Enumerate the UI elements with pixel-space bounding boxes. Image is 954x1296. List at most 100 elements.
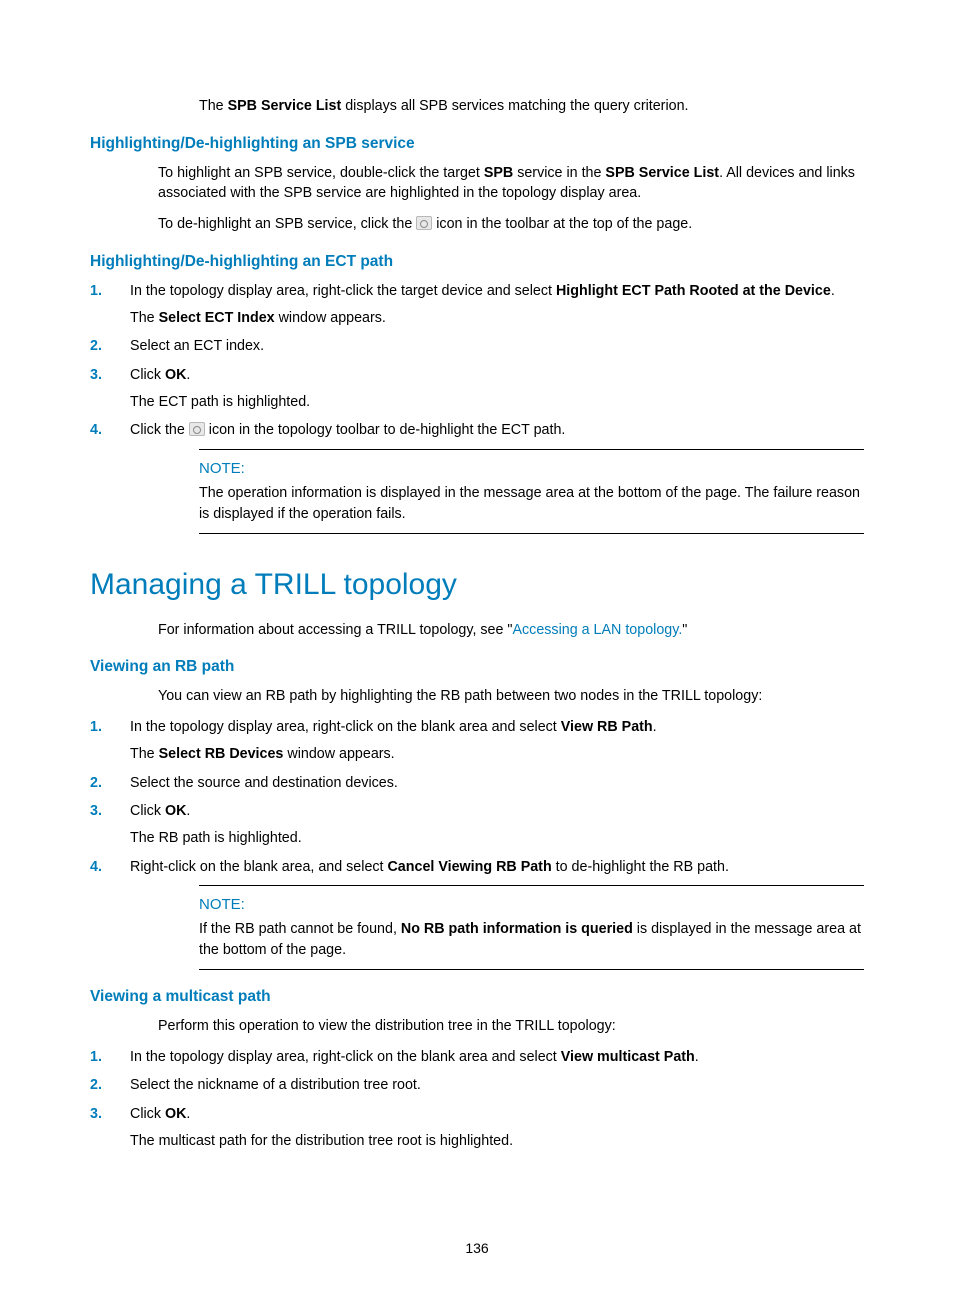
list-item: 2. Select the nickname of a distribution…	[90, 1075, 864, 1096]
bold-text: Cancel Viewing RB Path	[387, 859, 551, 875]
text: For information about accessing a TRILL …	[158, 622, 512, 638]
heading-spb-highlight: Highlighting/De-highlighting an SPB serv…	[90, 135, 864, 153]
step-number: 3.	[90, 801, 130, 848]
text: Select the source and destination device…	[130, 773, 864, 794]
text: .	[186, 803, 190, 819]
step-body: Click OK. The ECT path is highlighted.	[130, 365, 864, 412]
bold-text: View multicast Path	[561, 1049, 695, 1065]
bold-text: OK	[165, 1106, 186, 1122]
paragraph: Perform this operation to view the distr…	[158, 1016, 864, 1037]
list-item: 2. Select an ECT index.	[90, 336, 864, 357]
text: Click	[130, 1106, 165, 1122]
intro-paragraph: The SPB Service List displays all SPB se…	[199, 96, 864, 117]
note-text: The operation information is displayed i…	[199, 483, 864, 524]
paragraph: To de-highlight an SPB service, click th…	[158, 214, 864, 235]
text: window appears.	[283, 746, 394, 762]
text: .	[831, 283, 835, 299]
steps-list: 1. In the topology display area, right-c…	[90, 717, 864, 877]
document-page: The SPB Service List displays all SPB se…	[0, 0, 954, 1296]
bold-text: OK	[165, 803, 186, 819]
step-number: 3.	[90, 1104, 130, 1151]
bold-text: SPB	[484, 165, 513, 181]
link-accessing-lan[interactable]: Accessing a LAN topology.	[512, 622, 682, 638]
dehighlight-icon	[416, 216, 432, 230]
step-number: 2.	[90, 1075, 130, 1096]
text: In the topology display area, right-clic…	[130, 283, 556, 299]
heading-rb-path: Viewing an RB path	[90, 658, 864, 676]
list-item: 2. Select the source and destination dev…	[90, 773, 864, 794]
list-item: 3. Click OK. The RB path is highlighted.	[90, 801, 864, 848]
text: "	[682, 622, 687, 638]
paragraph: You can view an RB path by highlighting …	[158, 686, 864, 707]
step-body: Select an ECT index.	[130, 336, 864, 357]
steps-list: 1. In the topology display area, right-c…	[90, 1047, 864, 1152]
bold-text: Select RB Devices	[159, 746, 284, 762]
step-number: 1.	[90, 281, 130, 328]
step-body: In the topology display area, right-clic…	[130, 281, 864, 328]
heading-ect-highlight: Highlighting/De-highlighting an ECT path	[90, 253, 864, 271]
step-body: Select the nickname of a distribution tr…	[130, 1075, 864, 1096]
step-number: 1.	[90, 717, 130, 764]
text: The	[199, 98, 228, 114]
page-number: 136	[0, 1240, 954, 1256]
text: Right-click on the blank area, and selec…	[130, 859, 387, 875]
note-label: NOTE:	[199, 460, 864, 477]
list-item: 1. In the topology display area, right-c…	[90, 281, 864, 328]
text: Click the	[130, 422, 189, 438]
text: .	[695, 1049, 699, 1065]
text: icon in the topology toolbar to de-highl…	[209, 422, 566, 438]
text: In the topology display area, right-clic…	[130, 1049, 561, 1065]
text: If the RB path cannot be found,	[199, 921, 401, 937]
bold-text: View RB Path	[561, 719, 653, 735]
text: The	[130, 746, 159, 762]
step-body: In the topology display area, right-clic…	[130, 717, 864, 764]
text: Select an ECT index.	[130, 336, 864, 357]
bold-text: SPB Service List	[228, 98, 342, 114]
steps-list: 1. In the topology display area, right-c…	[90, 281, 864, 441]
note-text: If the RB path cannot be found, No RB pa…	[199, 919, 864, 960]
dehighlight-icon	[189, 422, 205, 436]
list-item: 1. In the topology display area, right-c…	[90, 717, 864, 764]
text: displays all SPB services matching the q…	[341, 98, 688, 114]
step-number: 4.	[90, 420, 130, 441]
text: service in the	[513, 165, 605, 181]
list-item: 1. In the topology display area, right-c…	[90, 1047, 864, 1068]
text: The	[130, 310, 159, 326]
step-number: 2.	[90, 336, 130, 357]
text: The multicast path for the distribution …	[130, 1131, 864, 1152]
bold-text: No RB path information is queried	[401, 921, 633, 937]
step-number: 3.	[90, 365, 130, 412]
list-item: 3. Click OK. The multicast path for the …	[90, 1104, 864, 1151]
list-item: 4. Right-click on the blank area, and se…	[90, 857, 864, 878]
note-box: NOTE: If the RB path cannot be found, No…	[199, 885, 864, 969]
bold-text: Select ECT Index	[159, 310, 275, 326]
paragraph: To highlight an SPB service, double-clic…	[158, 163, 864, 204]
text: The ECT path is highlighted.	[130, 392, 864, 413]
step-number: 1.	[90, 1047, 130, 1068]
list-item: 3. Click OK. The ECT path is highlighted…	[90, 365, 864, 412]
step-body: Click OK. The multicast path for the dis…	[130, 1104, 864, 1151]
text: Click	[130, 367, 165, 383]
text: .	[186, 367, 190, 383]
bold-text: OK	[165, 367, 186, 383]
text: to de-highlight the RB path.	[552, 859, 729, 875]
text: icon in the toolbar at the top of the pa…	[436, 216, 692, 232]
step-number: 4.	[90, 857, 130, 878]
text: To highlight an SPB service, double-clic…	[158, 165, 484, 181]
list-item: 4. Click the icon in the topology toolba…	[90, 420, 864, 441]
heading-multicast-path: Viewing a multicast path	[90, 988, 864, 1006]
note-label: NOTE:	[199, 896, 864, 913]
text: The RB path is highlighted.	[130, 828, 864, 849]
step-body: Right-click on the blank area, and selec…	[130, 857, 864, 878]
text: In the topology display area, right-clic…	[130, 719, 561, 735]
step-body: Select the source and destination device…	[130, 773, 864, 794]
step-body: In the topology display area, right-clic…	[130, 1047, 864, 1068]
step-body: Click the icon in the topology toolbar t…	[130, 420, 864, 441]
bold-text: Highlight ECT Path Rooted at the Device	[556, 283, 831, 299]
text: .	[186, 1106, 190, 1122]
text: Select the nickname of a distribution tr…	[130, 1075, 864, 1096]
bold-text: SPB Service List	[605, 165, 719, 181]
step-number: 2.	[90, 773, 130, 794]
text: .	[653, 719, 657, 735]
heading-trill: Managing a TRILL topology	[90, 568, 864, 602]
